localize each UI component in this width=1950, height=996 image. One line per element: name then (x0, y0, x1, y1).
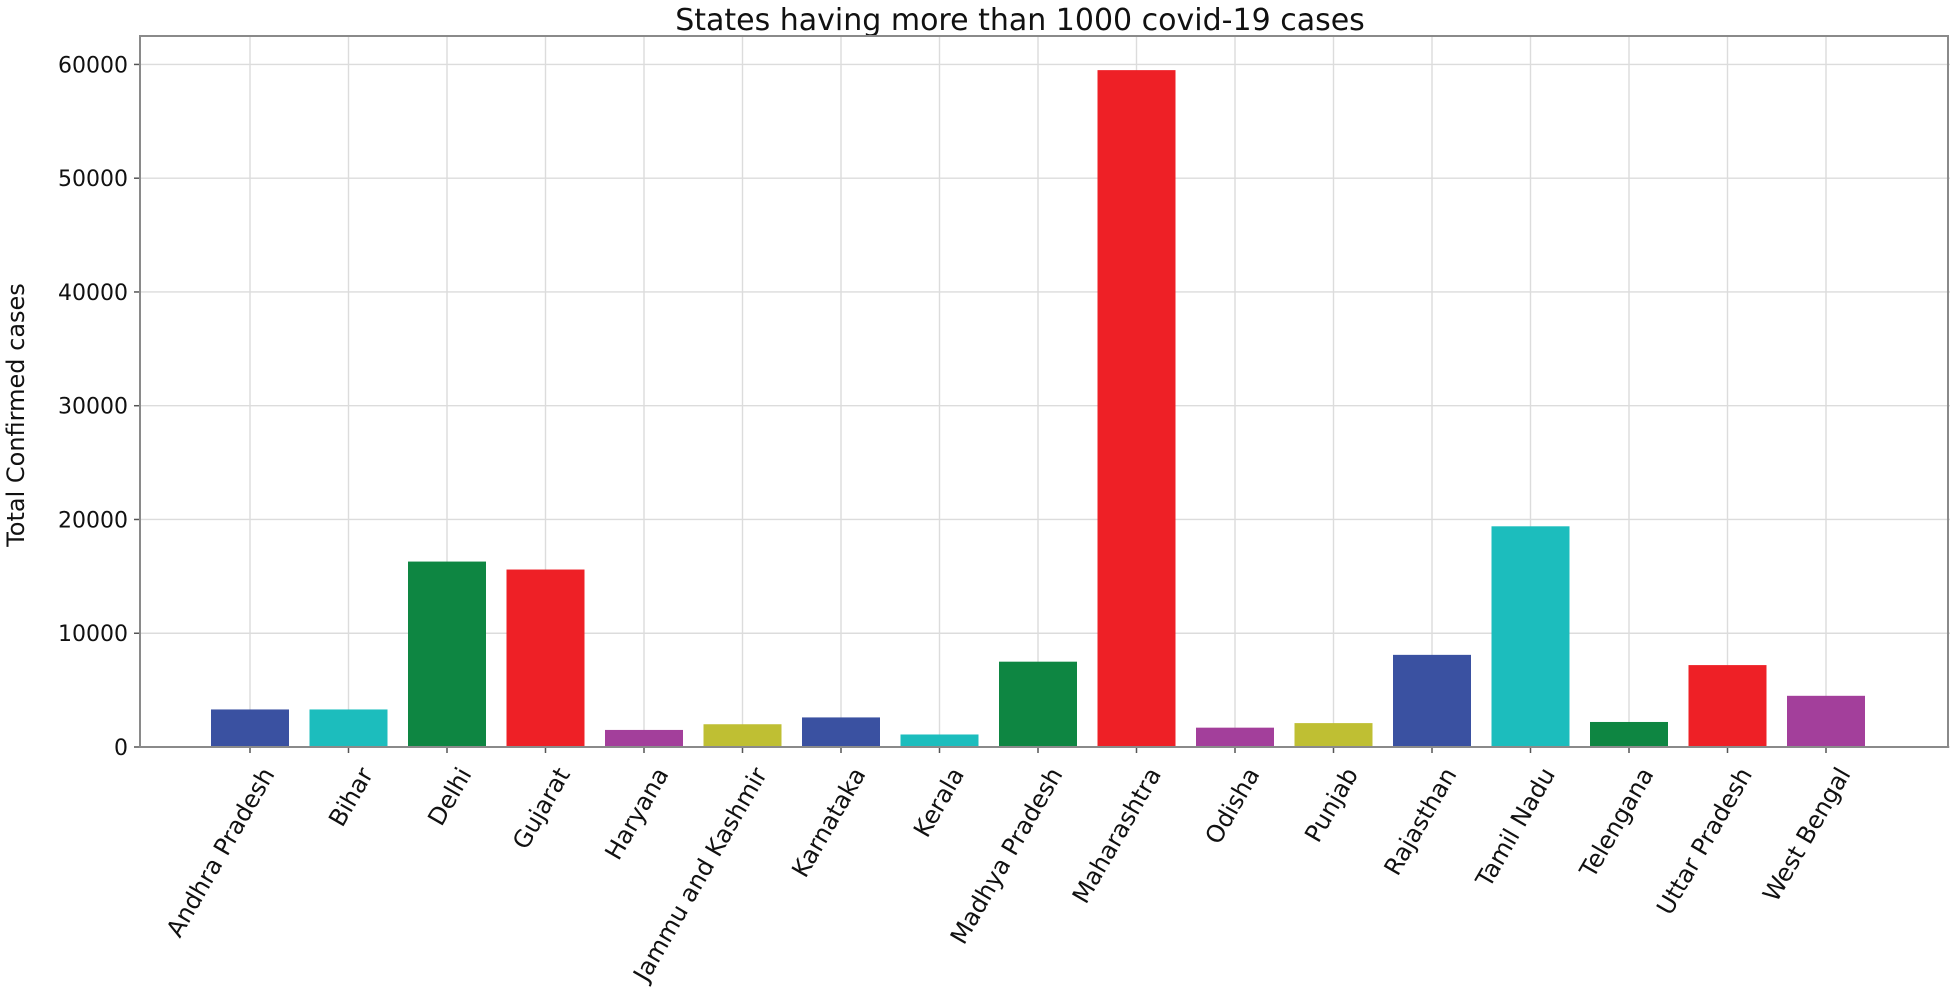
bar-odisha (1196, 727, 1274, 747)
bar-kerala (900, 734, 979, 747)
bar-rajasthan (1393, 654, 1471, 747)
x-tick-label: Karnataka (786, 763, 871, 882)
x-tick-label: Andhra Pradesh (161, 763, 281, 942)
x-tick-label: Bihar (323, 763, 379, 832)
bar-punjab (1294, 723, 1373, 747)
x-tick-label: Delhi (422, 763, 477, 831)
x-axis-ticks: Andhra Pradesh Bihar Delhi Gujarat HaryanaJa… (161, 747, 1856, 988)
y-axis-ticks: 0 10000 20000 30000 40000 50000 60000 (58, 53, 140, 761)
y-tick-label: 50000 (58, 167, 128, 192)
x-tick-label: Punjab (1299, 763, 1364, 847)
y-tick-label: 60000 (58, 53, 128, 78)
x-tick-label: Telengana (1574, 763, 1660, 883)
bar-haryana (605, 729, 683, 747)
chart-title: States having more than 1000 covid-19 ca… (675, 3, 1365, 38)
x-tick-label: Haryana (599, 763, 674, 865)
y-tick-label: 20000 (58, 508, 128, 533)
bar-telengana (1590, 721, 1668, 747)
x-tick-label: Odisha (1200, 763, 1266, 849)
x-tick-label: Madhya Pradesh (945, 763, 1069, 949)
bar-jammu-and-kashmir (703, 724, 782, 747)
x-tick-label: Maharashtra (1067, 763, 1167, 908)
bar-west-bengal (1787, 695, 1865, 747)
bar-andhra-pradesh (211, 709, 289, 747)
x-tick-label: West Bengal (1757, 763, 1856, 907)
plot-frame (139, 35, 1949, 748)
y-axis-label: Total Confirmed cases (2, 283, 30, 548)
y-tick-label: 10000 (58, 622, 128, 647)
x-tick-label: Tamil Nadu (1470, 763, 1561, 893)
bar-maharashtra (1097, 70, 1176, 748)
bar-tamil-nadu (1491, 526, 1570, 747)
x-tick-label: Uttar Pradesh (1651, 763, 1758, 920)
bar-gujarat (506, 569, 585, 747)
bar-madhya-pradesh (999, 661, 1077, 747)
x-tick-label: Rajasthan (1379, 763, 1463, 880)
bar-bihar (309, 709, 388, 747)
y-tick-label: 0 (114, 736, 128, 761)
x-tick-label: Kerala (908, 763, 970, 842)
x-tick-label: Gujarat (507, 763, 576, 854)
y-tick-label: 30000 (58, 395, 128, 420)
grid-lines (140, 36, 1950, 748)
bars (211, 70, 1865, 748)
bar-uttar-pradesh (1688, 665, 1767, 747)
bar-delhi (408, 561, 486, 747)
bar-karnataka (802, 717, 880, 747)
y-tick-label: 40000 (58, 281, 128, 306)
